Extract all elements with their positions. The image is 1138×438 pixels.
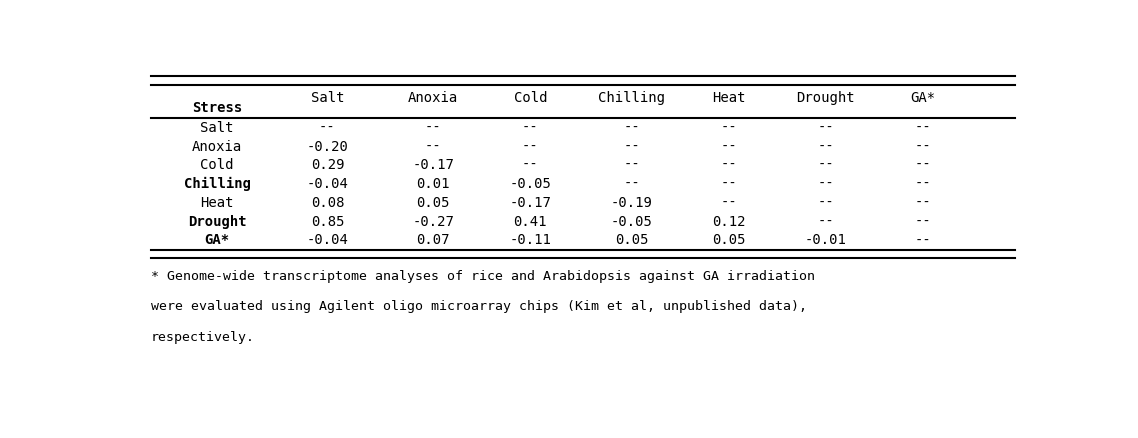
Text: Drought: Drought (797, 92, 855, 106)
Text: GA*: GA* (205, 233, 230, 247)
Text: Chilling: Chilling (599, 92, 666, 106)
Text: --: -- (522, 140, 538, 153)
Text: --: -- (817, 158, 834, 172)
Text: -0.11: -0.11 (510, 233, 551, 247)
Text: -0.01: -0.01 (805, 233, 847, 247)
Text: --: -- (915, 158, 931, 172)
Text: --: -- (624, 158, 640, 172)
Text: 0.85: 0.85 (311, 215, 344, 229)
Text: 0.07: 0.07 (417, 233, 450, 247)
Text: Heat: Heat (712, 92, 745, 106)
Text: Stress: Stress (192, 102, 242, 116)
Text: -0.05: -0.05 (611, 215, 653, 229)
Text: 0.12: 0.12 (712, 215, 745, 229)
Text: Anoxia: Anoxia (192, 140, 242, 153)
Text: --: -- (817, 196, 834, 210)
Text: Anoxia: Anoxia (409, 92, 459, 106)
Text: --: -- (915, 233, 931, 247)
Text: --: -- (424, 140, 442, 153)
Text: --: -- (624, 140, 640, 153)
Text: --: -- (624, 121, 640, 135)
Text: 0.05: 0.05 (615, 233, 649, 247)
Text: --: -- (522, 158, 538, 172)
Text: --: -- (915, 140, 931, 153)
Text: --: -- (817, 121, 834, 135)
Text: -0.19: -0.19 (611, 196, 653, 210)
Text: --: -- (624, 177, 640, 191)
Text: 0.41: 0.41 (513, 215, 547, 229)
Text: 0.05: 0.05 (417, 196, 450, 210)
Text: Salt: Salt (311, 92, 344, 106)
Text: Salt: Salt (200, 121, 234, 135)
Text: -0.27: -0.27 (412, 215, 454, 229)
Text: Chilling: Chilling (183, 177, 250, 191)
Text: --: -- (915, 177, 931, 191)
Text: 0.08: 0.08 (311, 196, 344, 210)
Text: --: -- (915, 215, 931, 229)
Text: --: -- (720, 177, 737, 191)
Text: --: -- (915, 121, 931, 135)
Text: Heat: Heat (200, 196, 234, 210)
Text: --: -- (424, 121, 442, 135)
Text: -0.05: -0.05 (510, 177, 551, 191)
Text: --: -- (720, 196, 737, 210)
Text: Drought: Drought (188, 215, 247, 229)
Text: -0.20: -0.20 (306, 140, 348, 153)
Text: were evaluated using Agilent oligo microarray chips (Kim et al, unpublished data: were evaluated using Agilent oligo micro… (151, 300, 807, 314)
Text: --: -- (915, 196, 931, 210)
Text: --: -- (319, 121, 336, 135)
Text: * Genome-wide transcriptome analyses of rice and Arabidopsis against GA irradiat: * Genome-wide transcriptome analyses of … (151, 270, 815, 283)
Text: --: -- (720, 140, 737, 153)
Text: Cold: Cold (513, 92, 547, 106)
Text: --: -- (817, 177, 834, 191)
Text: 0.05: 0.05 (712, 233, 745, 247)
Text: -0.17: -0.17 (412, 158, 454, 172)
Text: 0.29: 0.29 (311, 158, 344, 172)
Text: --: -- (522, 121, 538, 135)
Text: GA*: GA* (910, 92, 935, 106)
Text: --: -- (817, 215, 834, 229)
Text: --: -- (817, 140, 834, 153)
Text: --: -- (720, 121, 737, 135)
Text: -0.04: -0.04 (306, 177, 348, 191)
Text: respectively.: respectively. (151, 331, 255, 344)
Text: 0.01: 0.01 (417, 177, 450, 191)
Text: --: -- (720, 158, 737, 172)
Text: -0.04: -0.04 (306, 233, 348, 247)
Text: Cold: Cold (200, 158, 234, 172)
Text: -0.17: -0.17 (510, 196, 551, 210)
